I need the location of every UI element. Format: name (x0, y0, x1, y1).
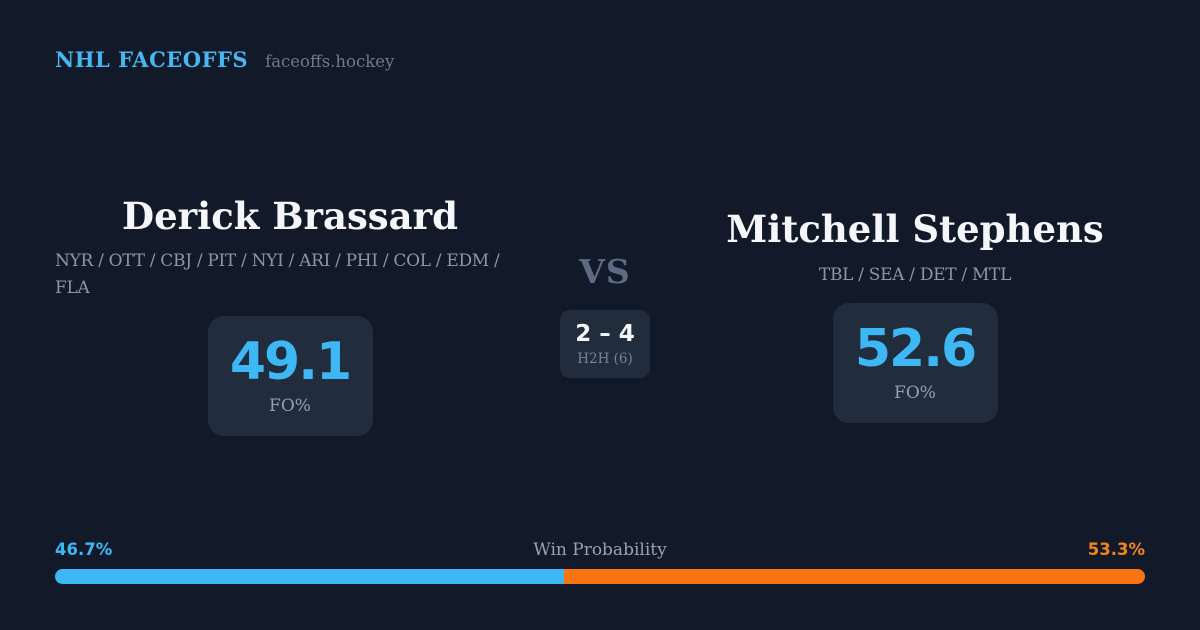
vs-label: VS (579, 251, 631, 291)
win-probability-bar-left-segment (55, 569, 565, 584)
player-right-column: Mitchell Stephens TBL / SEA / DET / MTL … (685, 207, 1145, 423)
player-left-teams: NYR / OTT / CBJ / PIT / NYI / ARI / PHI … (55, 248, 525, 301)
brand-title: NHL FACEOFFS (55, 47, 249, 72)
win-probability-labels: 46.7% Win Probability 53.3% (55, 540, 1145, 560)
versus-column: VS 2 – 4 H2H (6) (525, 251, 685, 379)
player-left-teams-line-1: NYR / OTT / CBJ / PIT / NYI / ARI / PHI … (55, 251, 500, 272)
win-probability-bar (55, 569, 1145, 584)
player-right-faceoff-pct: 52.6 (854, 318, 977, 379)
player-left-column: Derick Brassard NYR / OTT / CBJ / PIT / … (55, 193, 525, 437)
player-right-faceoff-card: 52.6 FO% (832, 302, 998, 423)
win-probability-right-pct: 53.3% (1087, 540, 1145, 559)
player-left-teams-line-2: FLA (55, 277, 90, 298)
header: NHL FACEOFFS faceoffs.hockey (55, 47, 394, 72)
win-probability-title: Win Probability (533, 540, 667, 560)
player-left-faceoff-label: FO% (269, 396, 311, 417)
player-right-teams-line-1: TBL / SEA / DET / MTL (818, 264, 1012, 285)
player-right-name: Mitchell Stephens (726, 207, 1104, 252)
win-probability-bar-right-segment (564, 569, 1145, 584)
site-domain: faceoffs.hockey (265, 52, 395, 71)
player-left-faceoff-card: 49.1 FO% (207, 316, 373, 437)
win-probability-left-pct: 46.7% (55, 540, 113, 559)
player-right-teams: TBL / SEA / DET / MTL (819, 262, 1011, 288)
head-to-head-score: 2 – 4 (575, 320, 635, 347)
player-right-faceoff-label: FO% (894, 382, 936, 403)
player-left-name: Derick Brassard (122, 193, 458, 238)
player-left-faceoff-pct: 49.1 (229, 332, 352, 393)
win-probability-section: 46.7% Win Probability 53.3% (55, 540, 1145, 584)
head-to-head-label: H2H (6) (577, 351, 633, 368)
head-to-head-card: 2 – 4 H2H (6) (560, 309, 650, 379)
